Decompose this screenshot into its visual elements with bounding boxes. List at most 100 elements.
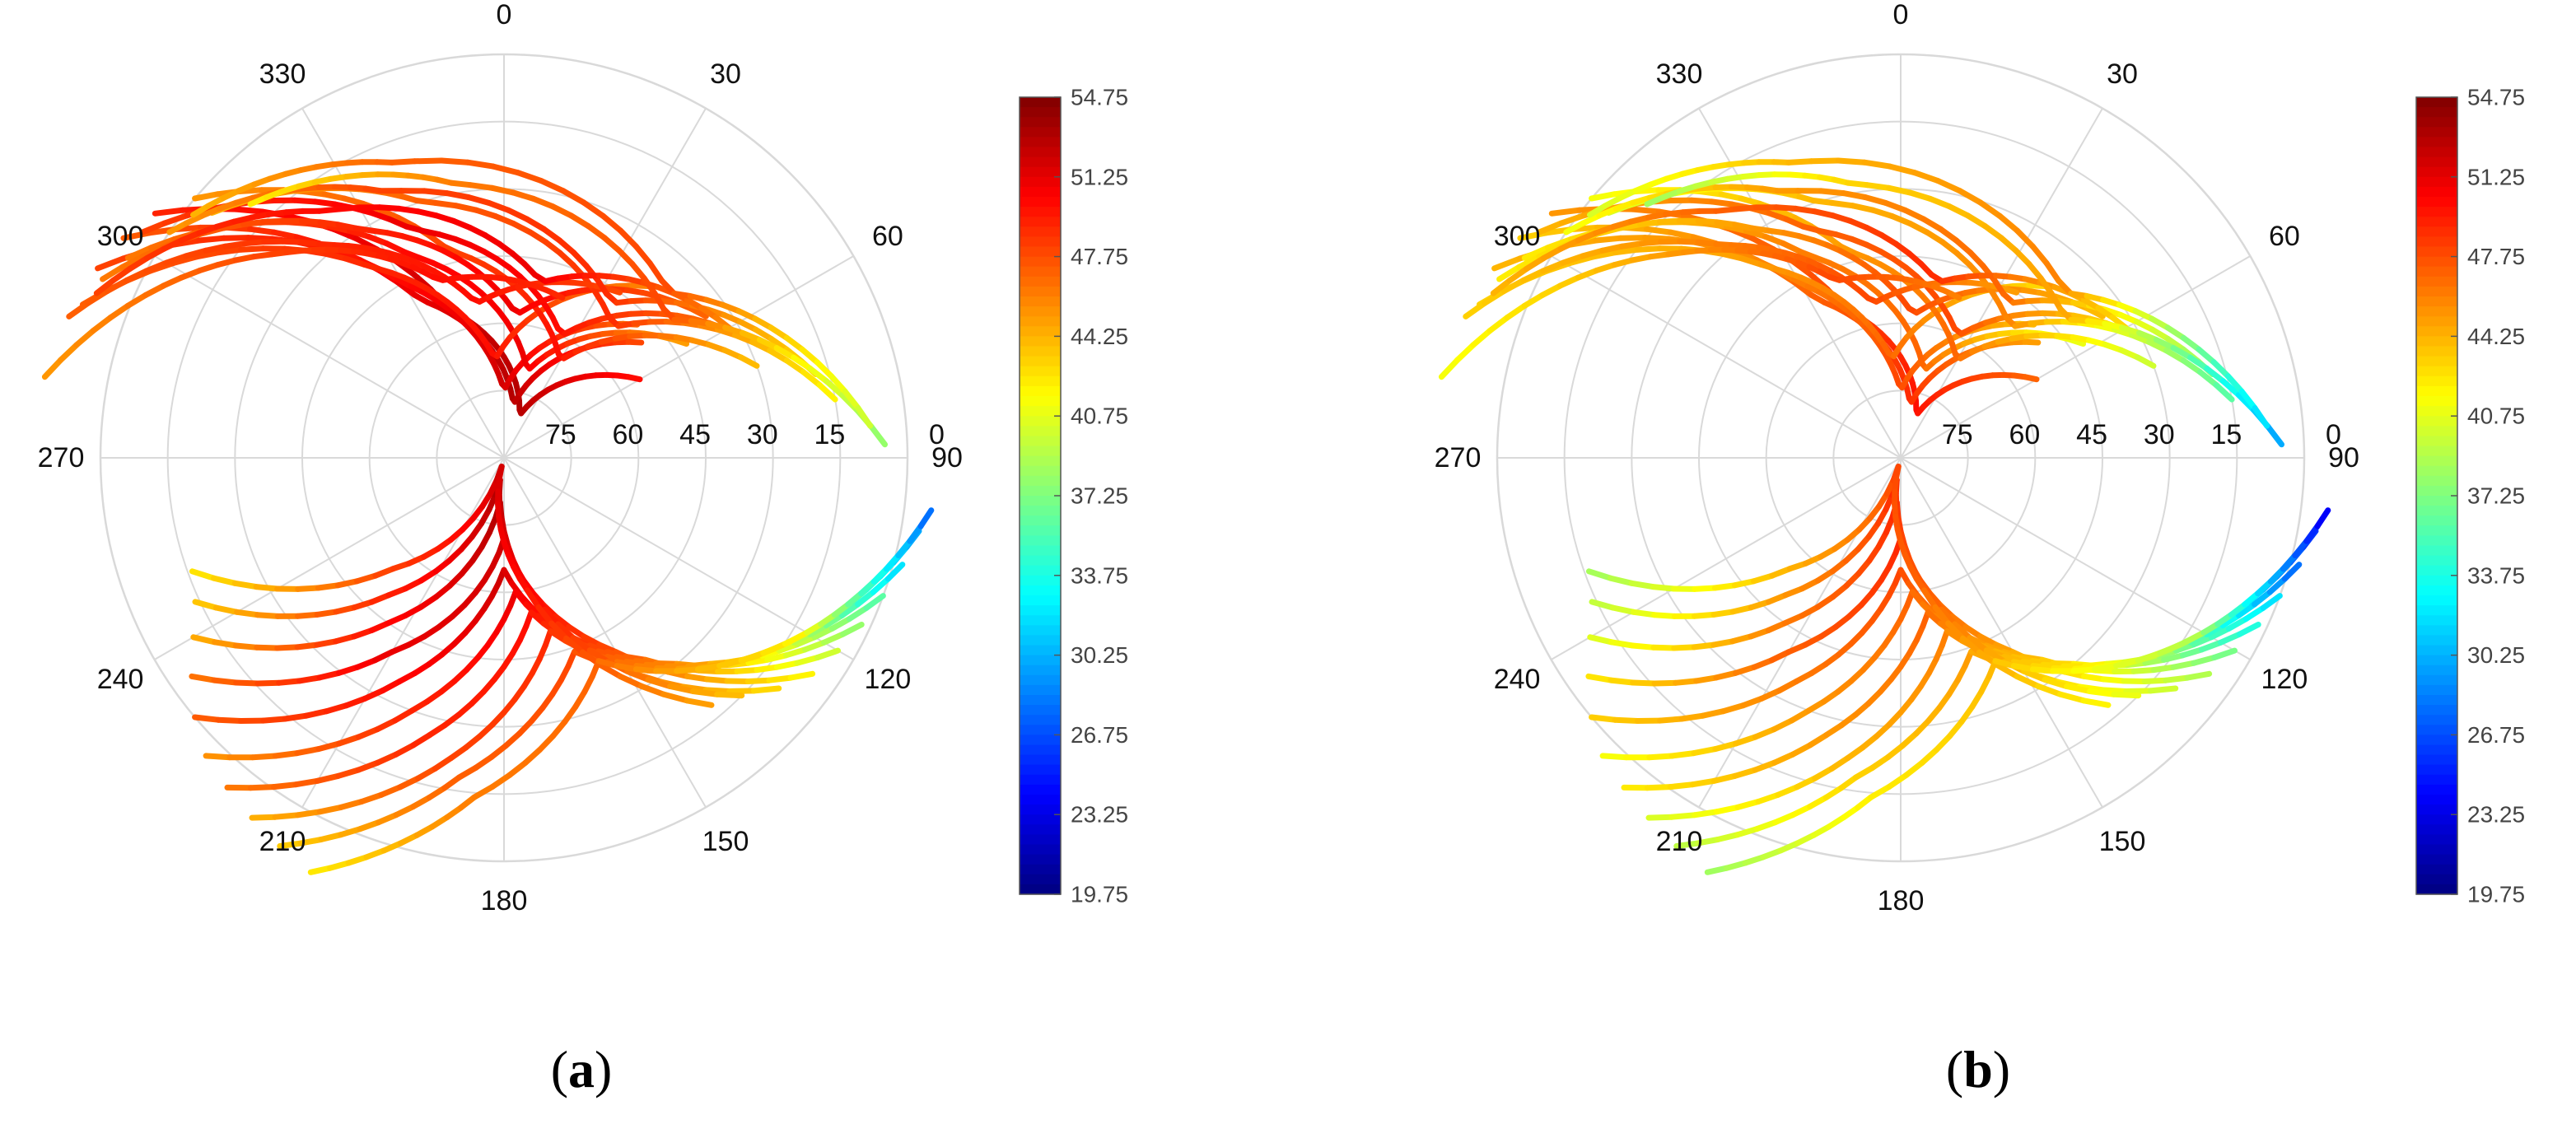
satellite-track <box>93 204 732 331</box>
azimuth-tick-label: 330 <box>1656 58 1703 90</box>
track-segment <box>2001 286 2019 296</box>
track-segment <box>2184 670 2213 681</box>
track-segment <box>839 601 861 618</box>
colorbar-segment <box>1020 346 1061 357</box>
track-segment <box>336 664 361 676</box>
track-segment <box>455 764 479 781</box>
track-segment <box>548 620 569 641</box>
track-segment <box>2161 652 2186 663</box>
track-segment <box>1520 268 1547 283</box>
azimuth-tick-label: 150 <box>702 826 749 857</box>
track-segment <box>601 235 623 254</box>
track-segment <box>203 243 229 254</box>
track-segment <box>1645 211 1668 221</box>
colorbar-tick-label: 30.25 <box>2467 642 2525 668</box>
track-segment <box>1992 658 2017 669</box>
track-segment <box>1635 245 1663 253</box>
track-segment <box>726 688 757 694</box>
track-segment <box>316 669 342 681</box>
track-segment <box>254 644 281 651</box>
track-segment <box>732 332 756 345</box>
track-segment <box>378 207 402 221</box>
track-segment <box>272 750 301 759</box>
track-segment <box>1957 188 1984 206</box>
track-segment <box>2265 423 2284 448</box>
track-segment <box>1695 217 1720 226</box>
track-segment <box>1885 743 1906 760</box>
track-segment <box>298 239 323 247</box>
colorbar-segment <box>1020 475 1061 487</box>
satellite-track <box>1587 157 2270 429</box>
track-segment <box>389 641 412 655</box>
track-segment <box>883 553 902 572</box>
track-segment <box>1558 212 1587 226</box>
colorbar-segment <box>2416 665 2457 676</box>
azimuth-tick-label: 210 <box>1656 826 1703 857</box>
track-segment <box>1775 784 1800 798</box>
track-segment <box>667 683 697 694</box>
track-segment <box>2204 366 2226 385</box>
track-segment <box>143 245 167 262</box>
track-segment <box>312 198 338 208</box>
track-segment <box>1617 222 1643 231</box>
azimuth-tick-label: 0 <box>497 0 512 30</box>
track-segment <box>1438 357 1460 380</box>
colorbar-segment <box>1020 197 1061 208</box>
track-segment <box>397 775 422 791</box>
track-segment <box>1629 642 1657 651</box>
track-segment <box>1496 264 1523 282</box>
colorbar-tick-label: 19.75 <box>2467 882 2525 907</box>
track-segment <box>1738 195 1763 207</box>
track-segment <box>1773 204 1799 212</box>
elevation-tick-label: 15 <box>814 419 845 450</box>
track-segment <box>1524 255 1547 272</box>
track-segment <box>1637 219 1663 227</box>
azimuth-tick-label: 120 <box>865 664 912 695</box>
track-segment <box>1794 832 1817 847</box>
elevation-tick-label: 0 <box>2326 419 2341 450</box>
satellite-track <box>247 171 888 448</box>
colorbar-segment <box>2416 615 2457 626</box>
track-segment <box>716 657 744 669</box>
track-segment <box>570 635 593 654</box>
colorbar: 54.75 51.25 47.75 44.25 40.75 37.25 33.75 30.25… <box>2415 85 2525 907</box>
track-segment <box>814 359 834 380</box>
track-segment <box>858 578 877 597</box>
grid-spoke <box>154 255 505 459</box>
track-segment <box>389 158 418 166</box>
track-segment <box>738 650 767 664</box>
track-segment <box>1807 795 1829 810</box>
track-segment <box>1785 158 1815 166</box>
colorbar-tick-label: 26.75 <box>2467 722 2525 748</box>
track-segment <box>1556 274 1581 289</box>
track-segment <box>1650 584 1678 592</box>
track-segment <box>73 328 96 348</box>
track-segment <box>2029 666 2056 674</box>
track-segment <box>2180 334 2202 352</box>
track-segment <box>2141 677 2169 684</box>
track-segment <box>295 809 323 819</box>
azimuth-tick-label: 30 <box>710 58 741 90</box>
track-segment <box>632 666 660 674</box>
track-segment <box>1815 568 1836 584</box>
track-segment <box>538 178 567 194</box>
track-segment <box>161 237 184 252</box>
track-segment <box>1491 255 1523 272</box>
track-segment <box>160 274 184 289</box>
track-segment <box>651 290 667 312</box>
track-segment <box>1946 203 1972 219</box>
track-segment <box>369 210 393 222</box>
track-segment <box>2218 631 2242 646</box>
track-segment <box>2210 359 2231 380</box>
track-segment <box>2093 322 2117 333</box>
colorbar-segment <box>1020 156 1061 168</box>
track-segment <box>183 247 209 259</box>
track-segment <box>745 656 771 666</box>
colorbar-segment <box>2416 137 2457 148</box>
colorbar-segment <box>1020 525 1061 536</box>
track-segment <box>315 772 342 784</box>
track-segment <box>336 250 363 264</box>
track-segment <box>724 678 751 684</box>
track-segment <box>190 203 212 218</box>
